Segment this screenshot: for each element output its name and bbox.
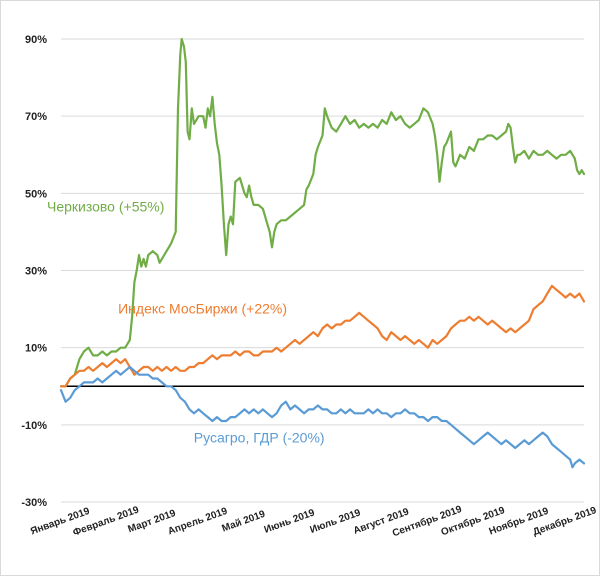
series-line-1 bbox=[59, 284, 586, 388]
y-tick-label: -10% bbox=[21, 420, 47, 432]
series-label-2: Русагро, ГДР (-20%) bbox=[194, 430, 325, 446]
y-tick-label: 30% bbox=[25, 266, 47, 278]
grid bbox=[61, 38, 584, 503]
x-tick-label: Июнь 2019 bbox=[263, 507, 317, 536]
y-tick-label: 10% bbox=[25, 343, 47, 355]
series-label-1: Индекс МосБиржи (+22%) bbox=[118, 301, 287, 317]
x-tick-label: Апрель 2019 bbox=[167, 506, 230, 538]
series-labels: Черкизово (+55%) Индекс МосБиржи (+22%) Ру… bbox=[47, 198, 325, 445]
y-tick-label: 90% bbox=[25, 34, 47, 46]
y-tick-label: -30% bbox=[21, 497, 47, 509]
series-lines bbox=[59, 37, 586, 469]
series-line-2 bbox=[59, 365, 586, 469]
series-line-0 bbox=[59, 37, 586, 388]
y-tick-label: 50% bbox=[25, 188, 47, 200]
series-label-0: Черкизово (+55%) bbox=[47, 198, 164, 214]
y-tick-label: 70% bbox=[25, 111, 47, 123]
y-axis: -30% -10% 10% 30% 50% 70% 90% bbox=[21, 34, 47, 509]
